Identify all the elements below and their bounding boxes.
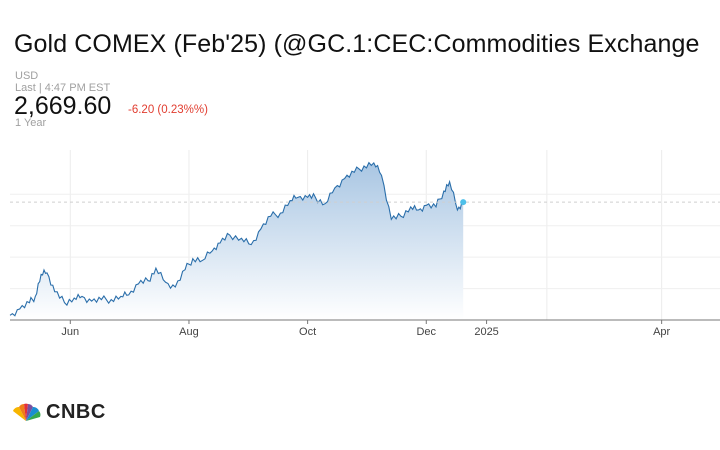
x-tick-label: Apr [653,326,670,338]
cnbc-logo: CNBC [10,401,106,424]
range-label: 1 Year [15,117,47,129]
peacock-icon [13,403,41,421]
x-tick-label: Dec [416,326,436,338]
currency-label: USD [15,70,39,82]
latest-price-dot [460,199,467,206]
x-axis-ticks: Jun Aug Oct Dec 2025 Apr [61,320,671,338]
last-update-label: Last | 4:47 PM EST [15,82,111,94]
x-tick-label: Jun [61,326,79,338]
chart-title: Gold COMEX (Feb'25) (@GC.1:CEC:Commoditi… [14,30,700,58]
x-tick-label: Aug [179,326,199,338]
x-tick-label: Oct [299,326,316,338]
price-area [10,162,464,320]
price-change: -6.20 (0.23%%) [128,104,208,116]
cnbc-logo-text: CNBC [46,401,106,423]
price-line [9,161,464,317]
last-price: 2,669.60 [14,92,112,120]
x-tick-label: 2025 [474,326,498,338]
